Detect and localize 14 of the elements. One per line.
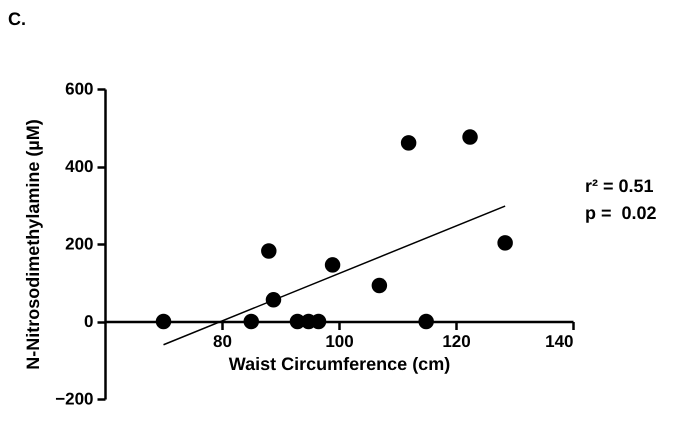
y-tick-label: 400 xyxy=(65,157,94,176)
chart-title: C. xyxy=(8,9,26,29)
text: p = 0.02 xyxy=(585,203,657,223)
y-tick-label: 200 xyxy=(65,234,94,254)
x-tick-label: 120 xyxy=(442,332,471,351)
y-tick-label: 600 xyxy=(65,80,94,98)
x-tick-label: 80 xyxy=(213,332,232,351)
text: r² = 0.51 xyxy=(585,176,654,196)
x-tick-label: 140 xyxy=(545,332,574,351)
y-tick-label: −200 xyxy=(55,390,94,408)
x-axis-title: Waist Circumference (cm) xyxy=(228,354,450,374)
y-axis-title: N-Nitrosodimethylamine (µM) xyxy=(23,119,44,370)
y-tick-label: 0 xyxy=(84,312,94,331)
x-tick-label: 100 xyxy=(325,332,354,351)
